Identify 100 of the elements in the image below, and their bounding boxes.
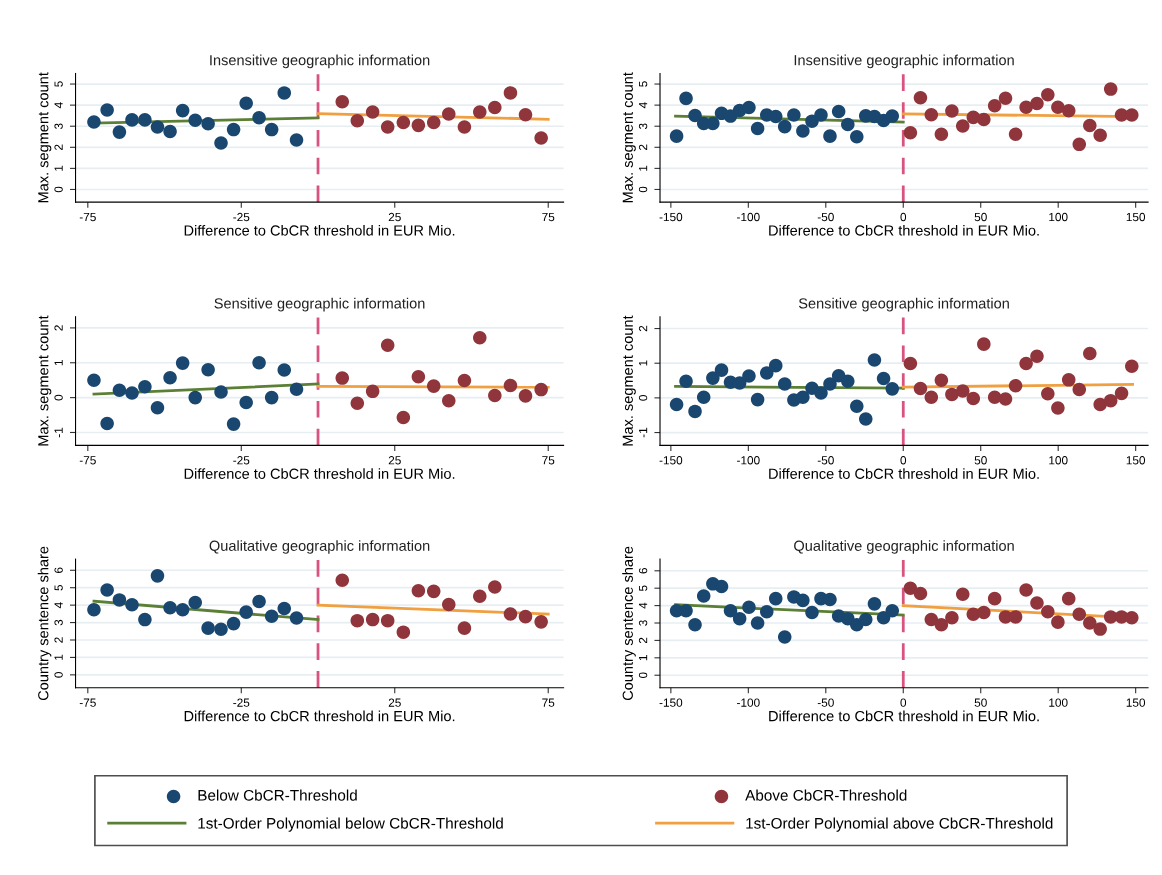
y-tick-label: 2 bbox=[638, 637, 648, 644]
y-axis-title: Max. segment count bbox=[622, 72, 636, 203]
point bbox=[163, 600, 177, 615]
point bbox=[998, 91, 1013, 105]
point bbox=[175, 602, 190, 617]
point bbox=[226, 122, 241, 137]
y-tick-label: -1 bbox=[639, 427, 648, 438]
point bbox=[987, 98, 1002, 113]
point bbox=[1041, 88, 1055, 102]
point bbox=[742, 600, 756, 615]
point bbox=[488, 388, 502, 403]
point bbox=[885, 382, 900, 396]
point bbox=[457, 120, 472, 134]
chart-title: Sensitive geographic information bbox=[798, 297, 1009, 312]
x-tick-label: -50 bbox=[817, 698, 834, 707]
y-tick-label: 0 bbox=[54, 394, 63, 401]
legend-label: 1st-Order Polynomial above CbCR-Threshold bbox=[746, 817, 1053, 832]
y-tick-label: 4 bbox=[54, 602, 63, 609]
point bbox=[859, 612, 873, 627]
y-tick-label: 0 bbox=[638, 395, 648, 401]
point bbox=[760, 366, 774, 380]
x-tick-label: -100 bbox=[737, 456, 760, 465]
point bbox=[252, 111, 266, 125]
point bbox=[760, 604, 774, 619]
point bbox=[87, 373, 101, 387]
x-tick-label: 100 bbox=[1049, 698, 1068, 707]
point bbox=[488, 100, 502, 115]
point bbox=[138, 113, 152, 127]
point bbox=[396, 115, 411, 130]
point bbox=[277, 363, 292, 377]
point bbox=[277, 601, 292, 616]
point bbox=[955, 587, 970, 602]
point bbox=[534, 131, 548, 145]
point bbox=[679, 91, 693, 106]
point bbox=[1019, 583, 1033, 597]
point bbox=[138, 380, 152, 394]
x-tick-label: -75 bbox=[79, 212, 96, 222]
point bbox=[768, 358, 783, 373]
chart-title: Qualitative geographic information bbox=[209, 540, 430, 554]
point bbox=[518, 609, 533, 624]
x-axis-title: Difference to CbCR threshold in EUR Mio. bbox=[769, 710, 1039, 722]
point bbox=[1019, 356, 1033, 371]
point bbox=[396, 625, 411, 639]
x-axis-title: Difference to CbCR threshold in EUR Mio. bbox=[184, 224, 455, 236]
point bbox=[214, 136, 228, 150]
x-tick-label: -50 bbox=[817, 456, 834, 465]
point bbox=[706, 371, 720, 385]
point bbox=[1051, 401, 1065, 415]
point bbox=[714, 363, 729, 377]
point bbox=[850, 129, 864, 144]
y-tick-label: 0 bbox=[54, 186, 63, 193]
point bbox=[226, 616, 241, 631]
point bbox=[264, 390, 279, 405]
point bbox=[924, 612, 939, 627]
point bbox=[805, 605, 819, 620]
point bbox=[264, 122, 279, 137]
y-tick-label: 1 bbox=[639, 655, 648, 661]
x-tick-label: -150 bbox=[659, 698, 683, 707]
point bbox=[732, 611, 747, 626]
x-axis-title: Difference to CbCR threshold in EUR Mio. bbox=[184, 468, 455, 479]
y-tick-label: 1 bbox=[54, 165, 63, 171]
point bbox=[175, 356, 190, 370]
point bbox=[518, 389, 533, 403]
point bbox=[867, 597, 882, 611]
point bbox=[1008, 378, 1023, 393]
point bbox=[226, 417, 241, 431]
point bbox=[503, 607, 518, 621]
point bbox=[289, 611, 304, 625]
point bbox=[503, 86, 518, 100]
point bbox=[696, 390, 711, 404]
point bbox=[885, 604, 900, 618]
point bbox=[1061, 373, 1076, 387]
point bbox=[214, 385, 228, 399]
point bbox=[750, 121, 765, 136]
point bbox=[411, 369, 426, 384]
point bbox=[150, 120, 165, 134]
point bbox=[924, 108, 939, 122]
point bbox=[1083, 346, 1097, 361]
x-axis-title: Difference to CbCR threshold in EUR Mio. bbox=[769, 224, 1039, 236]
point bbox=[1125, 359, 1139, 374]
point bbox=[188, 113, 203, 128]
point bbox=[201, 621, 215, 635]
point bbox=[239, 395, 253, 410]
point bbox=[688, 404, 702, 419]
point bbox=[913, 586, 928, 601]
y-axis-title: Country sentence share bbox=[37, 546, 52, 701]
point bbox=[977, 337, 991, 351]
point bbox=[777, 630, 792, 644]
point bbox=[426, 115, 441, 130]
y-tick-label: 5 bbox=[639, 585, 648, 591]
y-tick-label: 3 bbox=[638, 620, 648, 626]
point bbox=[859, 412, 873, 426]
x-tick-label: 75 bbox=[542, 698, 555, 707]
point bbox=[112, 383, 127, 398]
point bbox=[850, 399, 864, 413]
point bbox=[1083, 118, 1097, 133]
point bbox=[841, 117, 855, 132]
point bbox=[125, 598, 139, 612]
point bbox=[335, 371, 350, 385]
y-tick-label: 1 bbox=[639, 360, 648, 366]
